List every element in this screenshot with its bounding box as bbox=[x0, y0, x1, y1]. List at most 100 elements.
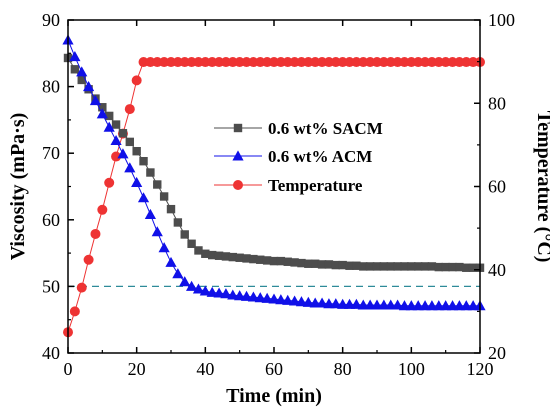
data-point-acm bbox=[158, 242, 170, 253]
data-point-temperature bbox=[69, 306, 80, 317]
data-point-temperature bbox=[255, 57, 266, 68]
x-tick-label: 120 bbox=[467, 359, 494, 379]
x-tick-label: 20 bbox=[128, 359, 146, 379]
data-point-temperature bbox=[145, 57, 156, 68]
data-point-acm bbox=[172, 268, 184, 279]
data-point-sacm bbox=[359, 262, 368, 271]
data-point-sacm bbox=[159, 192, 169, 201]
y-right-tick-label: 20 bbox=[488, 343, 506, 363]
data-point-temperature bbox=[365, 57, 376, 68]
data-point-temperature bbox=[337, 57, 348, 68]
legend: 0.6 wt% SACM 0.6 wt% ACM Temperature bbox=[214, 119, 383, 195]
data-point-acm bbox=[268, 293, 280, 304]
data-point-temperature bbox=[172, 57, 183, 68]
data-point-acm bbox=[151, 226, 163, 237]
data-point-temperature bbox=[440, 57, 451, 68]
data-point-sacm bbox=[228, 252, 237, 262]
x-tick-label: 40 bbox=[196, 359, 214, 379]
data-point-sacm bbox=[201, 249, 210, 258]
data-point-sacm bbox=[105, 111, 114, 121]
data-point-acm bbox=[240, 290, 253, 301]
data-point-acm bbox=[137, 192, 150, 203]
data-point-temperature bbox=[186, 57, 197, 68]
data-point-acm bbox=[69, 51, 81, 62]
data-point-sacm bbox=[242, 254, 251, 263]
data-point-acm bbox=[186, 280, 198, 291]
data-point-acm bbox=[289, 295, 301, 306]
data-point-temperature bbox=[124, 104, 135, 115]
y-left-tick-label: 40 bbox=[42, 343, 60, 363]
series-line-temperature bbox=[67, 61, 480, 333]
data-point-sacm bbox=[379, 262, 389, 271]
data-point-acm bbox=[124, 162, 136, 173]
data-point-temperature bbox=[468, 57, 479, 68]
data-point-sacm bbox=[290, 258, 299, 267]
data-point-sacm bbox=[414, 262, 423, 271]
data-point-temperature bbox=[220, 57, 231, 68]
data-point-acm bbox=[192, 283, 205, 294]
data-point-sacm bbox=[345, 261, 354, 270]
data-point-temperature bbox=[385, 57, 396, 68]
data-point-temperature bbox=[234, 57, 245, 68]
data-point-sacm bbox=[393, 262, 402, 271]
legend-marker-sacm bbox=[233, 123, 243, 133]
data-point-temperature bbox=[166, 57, 176, 68]
data-point-sacm bbox=[214, 251, 224, 260]
data-point-sacm bbox=[221, 252, 231, 261]
data-point-acm bbox=[179, 276, 191, 287]
data-point-sacm bbox=[187, 239, 196, 248]
data-point-temperature bbox=[193, 57, 204, 68]
data-point-acm bbox=[144, 208, 156, 219]
data-point-temperature bbox=[426, 57, 437, 68]
legend-marker-acm bbox=[232, 150, 244, 161]
legend-label-acm: 0.6 wt% ACM bbox=[268, 147, 372, 166]
data-point-temperature bbox=[461, 57, 472, 68]
y-left-tick-label: 60 bbox=[42, 210, 60, 230]
data-point-sacm bbox=[173, 218, 183, 227]
y-left-tick-label: 70 bbox=[42, 143, 60, 163]
data-point-temperature bbox=[248, 57, 259, 68]
data-point-sacm bbox=[132, 147, 141, 156]
data-point-temperature bbox=[83, 254, 94, 265]
data-point-temperature bbox=[447, 57, 458, 68]
data-point-sacm bbox=[208, 250, 217, 260]
data-point-acm bbox=[206, 286, 218, 297]
data-point-temperature bbox=[104, 177, 115, 188]
data-point-acm bbox=[302, 296, 314, 307]
data-point-temperature bbox=[330, 57, 341, 68]
data-point-sacm bbox=[125, 137, 134, 147]
data-point-temperature bbox=[317, 57, 328, 68]
data-point-sacm bbox=[146, 168, 155, 177]
data-point-temperature bbox=[207, 57, 218, 68]
y-right-tick-label: 80 bbox=[488, 93, 506, 113]
data-point-sacm bbox=[111, 120, 121, 129]
data-point-acm bbox=[83, 81, 95, 92]
data-point-acm bbox=[165, 256, 177, 267]
data-point-temperature bbox=[433, 57, 444, 68]
data-point-acm bbox=[275, 294, 287, 305]
data-point-acm bbox=[316, 297, 328, 308]
legend-label-sacm: 0.6 wt% SACM bbox=[268, 119, 383, 138]
data-point-acm bbox=[227, 289, 239, 300]
data-point-acm bbox=[96, 108, 108, 119]
data-point-sacm bbox=[262, 256, 272, 265]
data-point-acm bbox=[254, 292, 266, 303]
data-point-sacm bbox=[317, 260, 327, 269]
data-point-acm bbox=[234, 290, 246, 301]
data-point-sacm bbox=[427, 262, 437, 271]
data-point-temperature bbox=[214, 57, 225, 68]
data-point-sacm bbox=[249, 254, 258, 264]
y-left-tick-label: 80 bbox=[42, 77, 60, 97]
data-point-acm bbox=[110, 134, 122, 146]
y-right-tick-label: 40 bbox=[488, 260, 506, 280]
data-point-temperature bbox=[131, 75, 142, 86]
data-point-temperature bbox=[275, 57, 286, 68]
data-point-acm bbox=[330, 298, 342, 309]
data-point-sacm bbox=[194, 246, 203, 255]
data-point-sacm bbox=[372, 262, 382, 271]
data-point-sacm bbox=[70, 65, 80, 74]
axes: 0 20 40 60 80 100 120 40 50 60 70 80 90 20 40 60 80 100 Ti… bbox=[7, 10, 550, 407]
data-point-acm bbox=[213, 287, 225, 298]
